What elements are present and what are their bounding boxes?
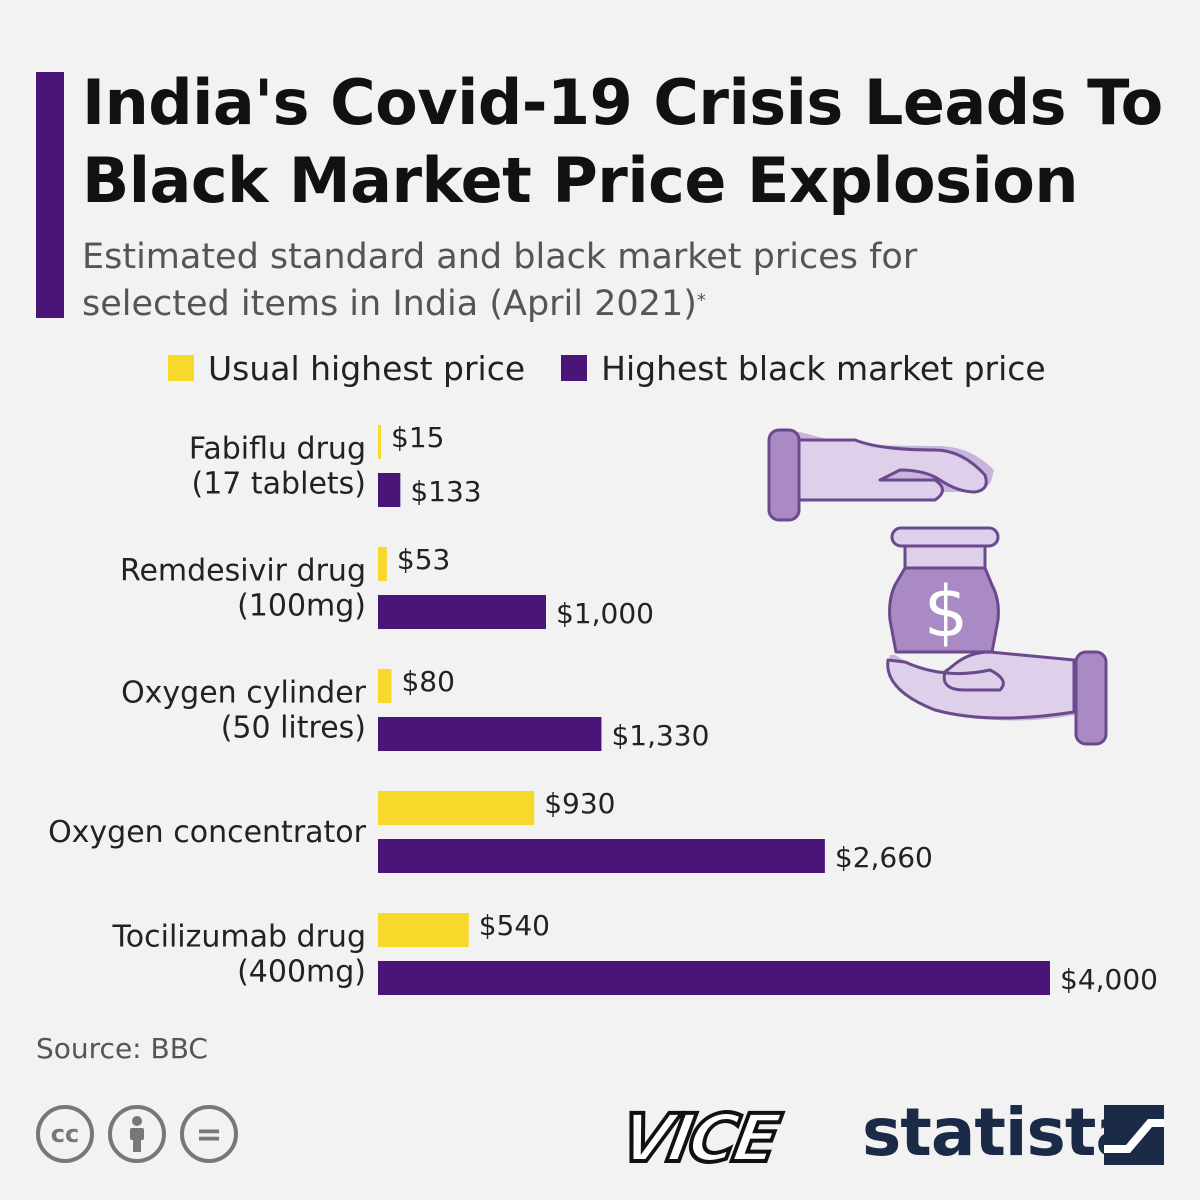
value-label-black: $2,660 — [835, 841, 933, 874]
statista-logo: statista — [862, 1094, 1140, 1171]
legend: Usual highest price Highest black market… — [168, 346, 1082, 390]
no-derivatives-icon: = — [180, 1105, 238, 1163]
bar-usual — [378, 425, 381, 459]
category-label: (400mg) — [237, 955, 366, 990]
category-label: (50 litres) — [221, 711, 366, 746]
bar-usual — [378, 669, 392, 703]
vice-logo: VICE — [613, 1098, 784, 1179]
bar-black — [378, 839, 825, 873]
bar-usual — [378, 791, 535, 825]
legend-item-usual: Usual highest price — [168, 349, 525, 388]
value-label-usual: $53 — [397, 543, 450, 576]
svg-text:$: $ — [924, 571, 969, 653]
category-label: Oxygen concentrator — [48, 815, 367, 850]
value-label-usual: $930 — [544, 787, 615, 820]
value-label-black: $1,330 — [611, 719, 709, 752]
legend-swatch-black — [561, 355, 588, 381]
category-label: (100mg) — [237, 589, 366, 624]
legend-label-usual: Usual highest price — [208, 348, 526, 388]
value-label-black: $1,000 — [556, 597, 654, 630]
bar-chart: Fabiflu drug(17 tablets) $15 $133 Remdesivi… — [48, 421, 1158, 996]
subtitle-text: Estimated standard and black market pric… — [82, 237, 918, 324]
value-label-black: $133 — [410, 475, 481, 508]
bar-black — [378, 717, 602, 751]
bar-usual — [378, 913, 469, 947]
bar-black — [378, 595, 546, 629]
person-glyph — [130, 1116, 144, 1152]
chart-subtitle: Estimated standard and black market pric… — [82, 234, 982, 328]
source-note: Source: BBC — [36, 1032, 208, 1065]
bar-black — [378, 961, 1050, 995]
chart-title: India's Covid-19 Crisis Leads To Black M… — [82, 66, 1163, 217]
value-label-usual: $540 — [479, 909, 550, 942]
value-label-usual: $80 — [401, 665, 454, 698]
category-label: Tocilizumab drug — [112, 920, 366, 955]
bar-black — [378, 473, 401, 507]
category-label: Remdesivir drug — [120, 554, 366, 589]
creative-commons-icon: cc — [36, 1105, 94, 1163]
footnote-mark: * — [696, 290, 706, 311]
bar-usual — [378, 547, 387, 581]
title-accent-bar — [36, 72, 64, 318]
category-label: Oxygen cylinder — [121, 676, 367, 711]
value-label-black: $4,000 — [1060, 963, 1158, 996]
legend-item-black: Highest black market price — [561, 349, 1046, 388]
category-label: Fabiflu drug — [189, 432, 366, 467]
value-label-usual: $15 — [391, 421, 444, 454]
category-label: (17 tablets) — [192, 467, 367, 502]
chart-marks: Fabiflu drug(17 tablets) $15 $133 Remdesivi… — [48, 421, 1158, 996]
legend-label-black: Highest black market price — [601, 348, 1046, 388]
legend-swatch-usual — [168, 355, 194, 381]
statista-mark-icon — [1104, 1105, 1164, 1165]
money-hands-illustration: $ — [767, 428, 1108, 746]
attribution-icon — [108, 1105, 166, 1163]
